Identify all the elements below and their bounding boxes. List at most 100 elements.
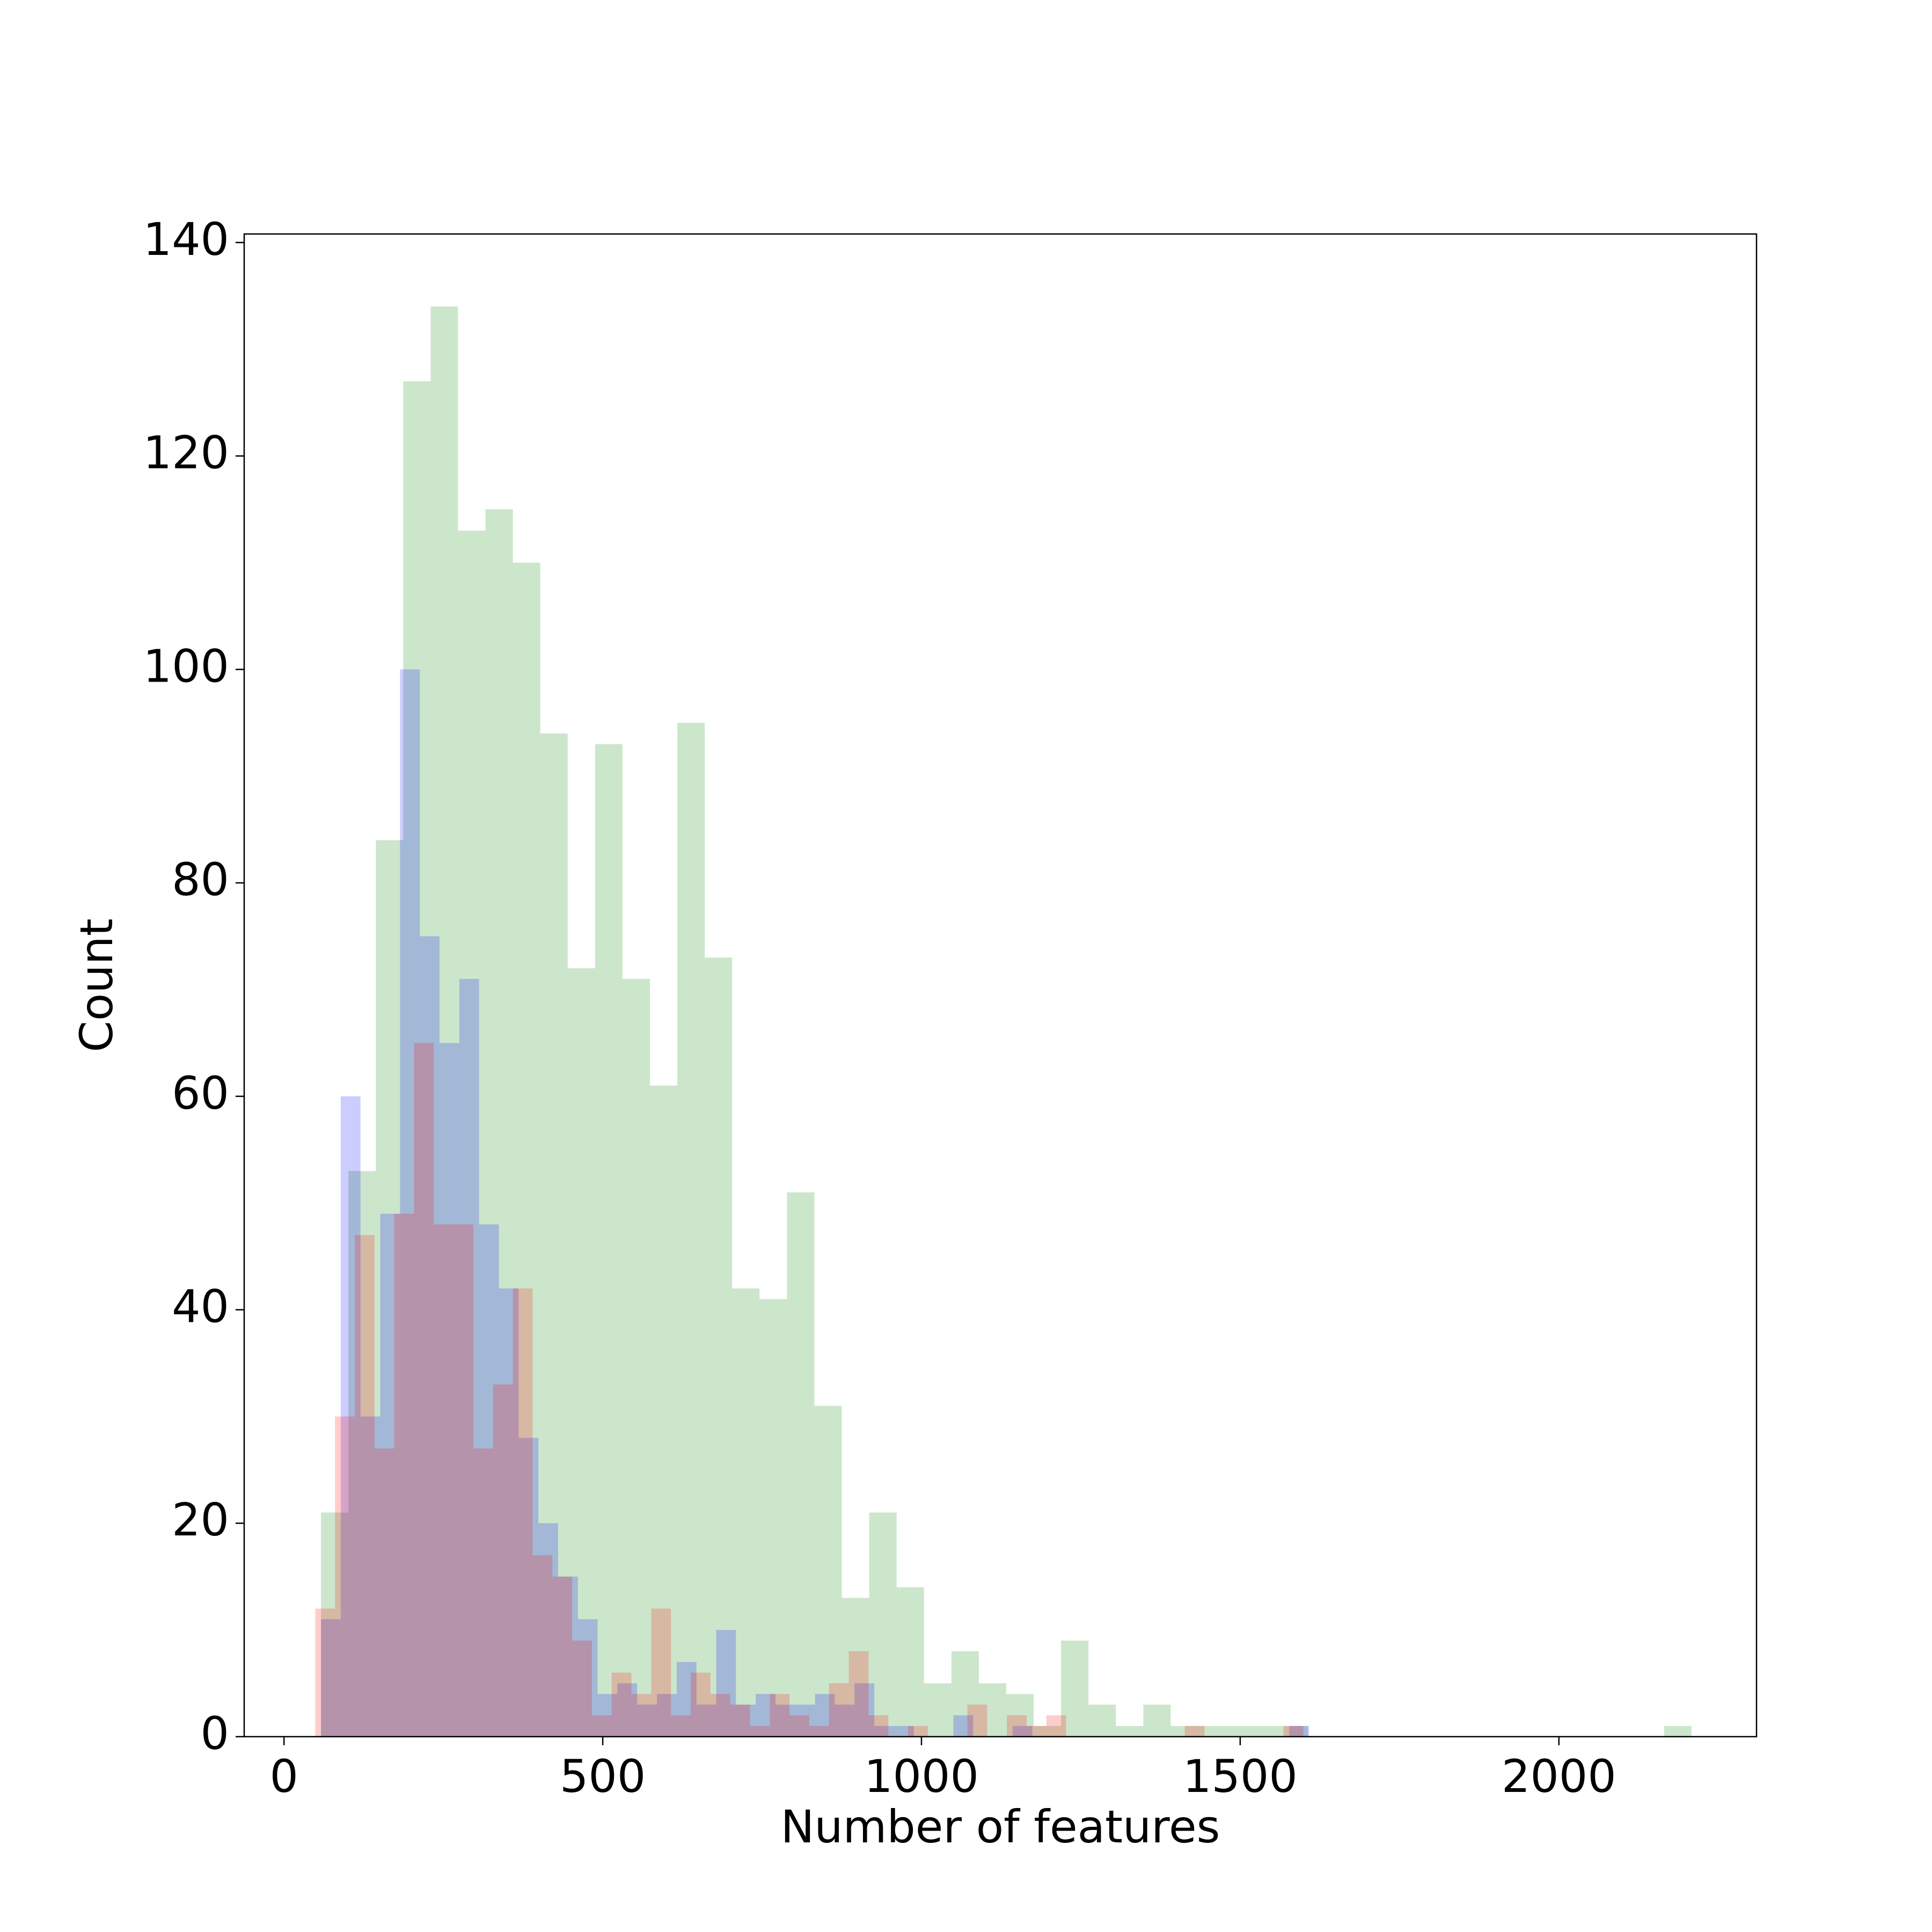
bar (1198, 1726, 1226, 1737)
bar (552, 1576, 573, 1737)
y-tick-label: 40 (172, 1280, 229, 1333)
y-tick-label: 60 (172, 1067, 229, 1119)
bar (951, 1651, 979, 1737)
bar (787, 1192, 815, 1737)
y-tick-label: 100 (143, 640, 229, 692)
bar (978, 1683, 1006, 1737)
y-tick-label: 80 (172, 853, 229, 906)
bar (513, 562, 540, 1737)
bar (631, 1694, 652, 1737)
bar (1253, 1726, 1280, 1737)
bar (1289, 1726, 1309, 1737)
bar (499, 1288, 519, 1737)
bar (380, 1213, 400, 1737)
bar (1664, 1726, 1692, 1737)
bar (736, 1704, 756, 1737)
bar (789, 1715, 809, 1737)
bar (696, 1704, 716, 1737)
bar (360, 1416, 380, 1737)
bar (538, 1523, 558, 1737)
bar (518, 1438, 539, 1737)
bar (376, 840, 404, 1737)
bar (355, 1235, 375, 1737)
x-tick-label: 2000 (1502, 1750, 1616, 1803)
bar (479, 1224, 499, 1737)
bar (908, 1726, 928, 1737)
bar (321, 1619, 341, 1737)
bar (403, 381, 431, 1737)
bar (676, 1662, 697, 1737)
bar (622, 979, 650, 1737)
bar (1088, 1704, 1116, 1737)
bar (874, 1726, 894, 1737)
bar (705, 957, 733, 1737)
bar (756, 1694, 776, 1737)
bar (896, 1587, 924, 1737)
bar (532, 1555, 553, 1737)
bar (750, 1726, 770, 1737)
bar (577, 1619, 598, 1737)
bar (1061, 1641, 1089, 1737)
bar (493, 1384, 513, 1737)
bar (458, 530, 486, 1737)
bar (340, 1096, 361, 1737)
bar (1007, 1715, 1027, 1737)
bar (710, 1694, 730, 1737)
bar (315, 1608, 335, 1737)
y-tick-label: 140 (143, 213, 229, 266)
bar (348, 1171, 376, 1737)
plot-frame (243, 233, 1758, 1738)
y-tick-label: 120 (143, 427, 229, 479)
bar (848, 1651, 869, 1737)
bar (835, 1704, 855, 1737)
bar (558, 1576, 578, 1737)
bar (651, 1608, 671, 1737)
bar (591, 1715, 612, 1737)
bar (473, 1448, 493, 1737)
bar (611, 1672, 632, 1737)
bar (1012, 1726, 1033, 1737)
bar (854, 1683, 875, 1737)
bar (868, 1715, 889, 1737)
bar (814, 1406, 842, 1737)
bar (759, 1299, 787, 1737)
bar (617, 1683, 638, 1737)
bar (434, 1224, 454, 1737)
x-axis-label: Number of features (781, 1801, 1220, 1853)
bar (869, 1512, 897, 1737)
bar (677, 722, 705, 1737)
bar (841, 1598, 869, 1737)
x-tick-label: 500 (560, 1750, 646, 1803)
bar (650, 1085, 678, 1737)
y-tick-label: 20 (172, 1494, 229, 1546)
x-tick-label: 1500 (1183, 1750, 1298, 1803)
bar (953, 1715, 974, 1737)
bar (691, 1672, 711, 1737)
bar (597, 1694, 618, 1737)
bar (809, 1726, 829, 1737)
bar (1034, 1726, 1062, 1737)
bar (815, 1694, 835, 1737)
bar (716, 1630, 736, 1737)
bar (967, 1704, 987, 1737)
bar (1026, 1726, 1046, 1737)
bar (1143, 1704, 1171, 1737)
bar (453, 1224, 474, 1737)
bar (595, 744, 623, 1737)
bar (459, 979, 479, 1737)
bar (321, 1512, 349, 1737)
bar (637, 1704, 657, 1737)
bar (1116, 1726, 1144, 1737)
bar (513, 1288, 533, 1737)
bar (1170, 1726, 1198, 1737)
bar (440, 1043, 459, 1737)
y-tick-label: 0 (201, 1707, 229, 1760)
bar (671, 1715, 691, 1737)
y-axis-label: Count (70, 918, 123, 1052)
bar (394, 1213, 414, 1737)
x-tick-label: 1000 (864, 1750, 979, 1803)
bar (732, 1288, 760, 1737)
bar (1280, 1726, 1308, 1737)
bar (1283, 1726, 1304, 1737)
